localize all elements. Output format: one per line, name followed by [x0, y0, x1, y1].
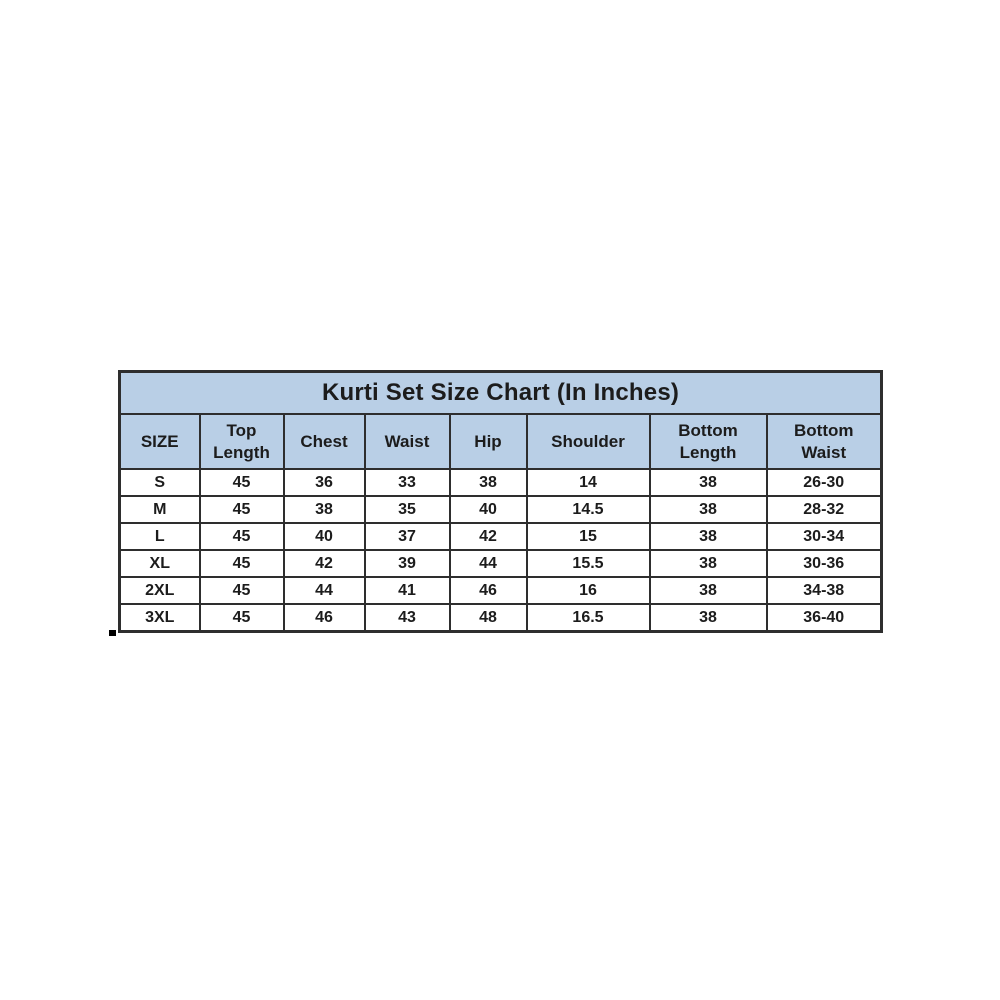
- column-header-size: SIZE: [118, 413, 201, 470]
- value-cell: 16: [525, 576, 651, 605]
- value-cell: 46: [282, 603, 366, 633]
- value-cell: 30-34: [765, 522, 883, 551]
- column-header-top-length: Top Length: [198, 413, 285, 470]
- column-header-chest: Chest: [282, 413, 366, 470]
- table-row-3xl: 3XL 45 46 43 48 16.5 38 36-40: [118, 603, 883, 633]
- header-row: SIZE Top Length Chest Waist Hip Shoulder…: [118, 413, 883, 470]
- value-cell: 15.5: [525, 549, 651, 578]
- value-cell: 16.5: [525, 603, 651, 633]
- value-cell: 43: [363, 603, 451, 633]
- value-cell: 30-36: [765, 549, 883, 578]
- value-cell: 37: [363, 522, 451, 551]
- value-cell: 14: [525, 468, 651, 497]
- size-label: M: [118, 495, 201, 524]
- value-cell: 40: [448, 495, 528, 524]
- value-cell: 38: [282, 495, 366, 524]
- value-cell: 45: [198, 468, 285, 497]
- value-cell: 42: [448, 522, 528, 551]
- table-row-xl: XL 45 42 39 44 15.5 38 30-36: [118, 549, 883, 578]
- value-cell: 45: [198, 603, 285, 633]
- value-cell: 38: [648, 468, 768, 497]
- value-cell: 33: [363, 468, 451, 497]
- size-label: L: [118, 522, 201, 551]
- table-row-2xl: 2XL 45 44 41 46 16 38 34-38: [118, 576, 883, 605]
- value-cell: 45: [198, 549, 285, 578]
- column-header-bottom-waist: Bottom Waist: [765, 413, 883, 470]
- value-cell: 15: [525, 522, 651, 551]
- size-chart-table-container: Kurti Set Size Chart (In Inches) SIZE To…: [109, 370, 883, 636]
- value-cell: 40: [282, 522, 366, 551]
- selection-handle-mark: [109, 630, 116, 636]
- size-label: 3XL: [118, 603, 201, 633]
- chart-title: Kurti Set Size Chart (In Inches): [118, 370, 883, 415]
- value-cell: 38: [648, 603, 768, 633]
- table-row-m: M 45 38 35 40 14.5 38 28-32: [118, 495, 883, 524]
- value-cell: 36-40: [765, 603, 883, 633]
- value-cell: 35: [363, 495, 451, 524]
- value-cell: 38: [648, 522, 768, 551]
- value-cell: 36: [282, 468, 366, 497]
- value-cell: 46: [448, 576, 528, 605]
- value-cell: 45: [198, 576, 285, 605]
- column-header-bottom-length: Bottom Length: [648, 413, 768, 470]
- value-cell: 45: [198, 495, 285, 524]
- value-cell: 38: [448, 468, 528, 497]
- value-cell: 44: [448, 549, 528, 578]
- value-cell: 38: [648, 495, 768, 524]
- value-cell: 45: [198, 522, 285, 551]
- value-cell: 26-30: [765, 468, 883, 497]
- value-cell: 38: [648, 549, 768, 578]
- value-cell: 38: [648, 576, 768, 605]
- value-cell: 42: [282, 549, 366, 578]
- table-row-l: L 45 40 37 42 15 38 30-34: [118, 522, 883, 551]
- value-cell: 48: [448, 603, 528, 633]
- value-cell: 44: [282, 576, 366, 605]
- size-label: XL: [118, 549, 201, 578]
- value-cell: 41: [363, 576, 451, 605]
- title-row: Kurti Set Size Chart (In Inches): [118, 370, 883, 415]
- value-cell: 39: [363, 549, 451, 578]
- column-header-waist: Waist: [363, 413, 451, 470]
- size-chart-table: Kurti Set Size Chart (In Inches) SIZE To…: [118, 370, 883, 633]
- size-label: 2XL: [118, 576, 201, 605]
- size-label: S: [118, 468, 201, 497]
- value-cell: 34-38: [765, 576, 883, 605]
- column-header-shoulder: Shoulder: [525, 413, 651, 470]
- table-row-s: S 45 36 33 38 14 38 26-30: [118, 468, 883, 497]
- column-header-hip: Hip: [448, 413, 528, 470]
- value-cell: 14.5: [525, 495, 651, 524]
- value-cell: 28-32: [765, 495, 883, 524]
